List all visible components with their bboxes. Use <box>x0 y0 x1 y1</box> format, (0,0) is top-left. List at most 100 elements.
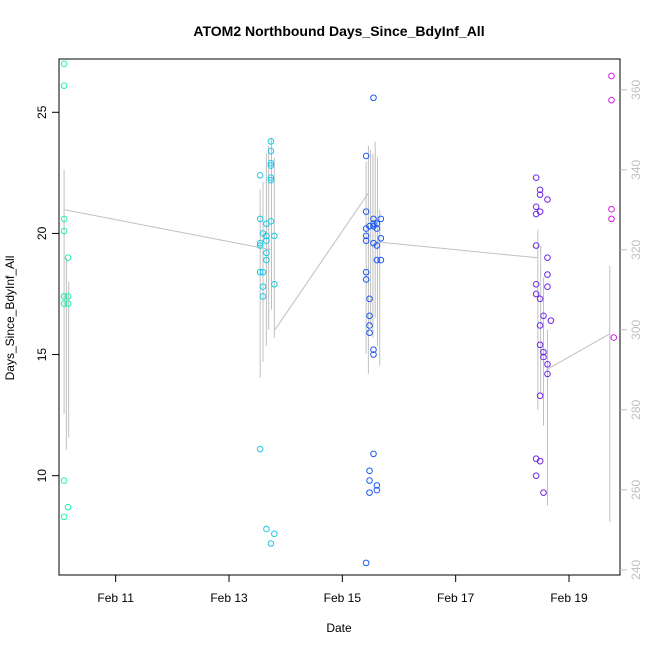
data-point <box>366 329 373 337</box>
data-point <box>370 220 377 228</box>
data-point <box>370 450 377 458</box>
data-point <box>60 227 68 235</box>
data-point <box>370 94 377 102</box>
data-point <box>256 239 264 247</box>
data-point <box>60 60 68 68</box>
data-point <box>362 208 370 215</box>
line-segment <box>274 193 369 331</box>
data-point <box>536 341 544 349</box>
data-point <box>608 96 615 104</box>
data-point <box>373 482 381 489</box>
data-point <box>544 254 551 261</box>
data-point <box>370 351 377 358</box>
points-layer <box>60 60 618 567</box>
data-point <box>547 317 555 324</box>
data-point <box>373 225 381 232</box>
data-point <box>536 322 544 329</box>
data-point <box>263 249 270 257</box>
data-point <box>532 242 540 249</box>
y-left-tick-label: 25 <box>35 105 49 119</box>
y-left-tick-label: 20 <box>35 226 49 240</box>
data-point <box>60 82 68 89</box>
data-point <box>366 489 373 496</box>
plot-frame <box>58 58 621 576</box>
data-point <box>259 283 267 291</box>
line-segment <box>64 209 272 251</box>
data-point <box>532 203 540 211</box>
data-point <box>362 559 370 567</box>
data-point <box>370 346 377 354</box>
data-point <box>60 293 68 300</box>
data-point <box>544 370 551 378</box>
data-point <box>256 215 264 223</box>
data-point <box>256 242 264 249</box>
data-point <box>267 174 275 182</box>
x-tick-label: Feb 17 <box>437 591 475 605</box>
y-right-tick-label: 280 <box>629 399 643 419</box>
data-point <box>377 256 385 264</box>
y-axis-label: Days_Since_BdyInf_All <box>3 256 17 381</box>
data-point <box>544 283 551 291</box>
data-point <box>608 205 615 213</box>
data-point <box>536 186 544 194</box>
data-point <box>267 176 275 184</box>
data-point <box>540 353 547 361</box>
y-right-tick-label: 360 <box>629 79 643 99</box>
data-point <box>536 457 544 465</box>
x-tick-label: Feb 13 <box>210 591 248 605</box>
data-point <box>366 322 373 329</box>
data-point <box>532 280 540 288</box>
data-point <box>267 162 275 169</box>
data-point <box>64 254 72 261</box>
data-point <box>263 232 270 240</box>
x-tick-label: Feb 19 <box>550 591 588 605</box>
data-point <box>370 215 377 223</box>
data-point <box>608 72 615 80</box>
data-point <box>263 256 270 264</box>
data-point <box>373 486 381 494</box>
data-point <box>366 312 373 320</box>
data-point <box>540 348 547 356</box>
x-tick-label: Feb 15 <box>324 591 362 605</box>
chart-title: ATOM2 Northbound Days_Since_BdyInf_All <box>193 23 484 39</box>
y-right-tick-label: 240 <box>629 559 643 579</box>
data-point <box>263 525 270 533</box>
data-point <box>60 513 68 521</box>
data-point <box>60 215 68 223</box>
data-point <box>540 312 547 320</box>
data-point <box>532 472 540 479</box>
data-point <box>259 293 267 300</box>
data-point <box>544 196 551 203</box>
data-point <box>267 159 275 167</box>
y-right-tick-label: 260 <box>629 479 643 499</box>
line-layer <box>63 137 611 522</box>
data-point <box>271 280 278 288</box>
data-point <box>362 268 370 276</box>
data-point <box>532 290 540 298</box>
data-point <box>267 147 275 155</box>
data-point <box>267 138 275 145</box>
data-point <box>271 530 278 538</box>
data-point <box>362 232 370 240</box>
axes-layer: Feb 11 Feb 13 Feb 15 Feb 17 Feb 19 10 15 20 25 24… <box>35 79 643 605</box>
data-point <box>536 392 544 400</box>
data-point <box>377 234 385 242</box>
data-point <box>544 271 551 278</box>
data-point <box>362 276 370 283</box>
data-point <box>256 445 264 453</box>
y-right-tick-label: 320 <box>629 239 643 259</box>
data-point <box>263 237 270 244</box>
x-axis-label: Date <box>326 621 352 635</box>
data-point <box>536 295 544 303</box>
y-right-tick-label: 300 <box>629 319 643 339</box>
data-point <box>373 242 381 249</box>
data-point <box>60 300 68 307</box>
data-point <box>259 268 267 276</box>
data-point <box>267 540 275 547</box>
data-point <box>64 503 72 511</box>
data-point <box>544 360 551 368</box>
y-right-tick-label: 340 <box>629 159 643 179</box>
data-point <box>366 477 373 484</box>
data-point <box>536 208 544 215</box>
